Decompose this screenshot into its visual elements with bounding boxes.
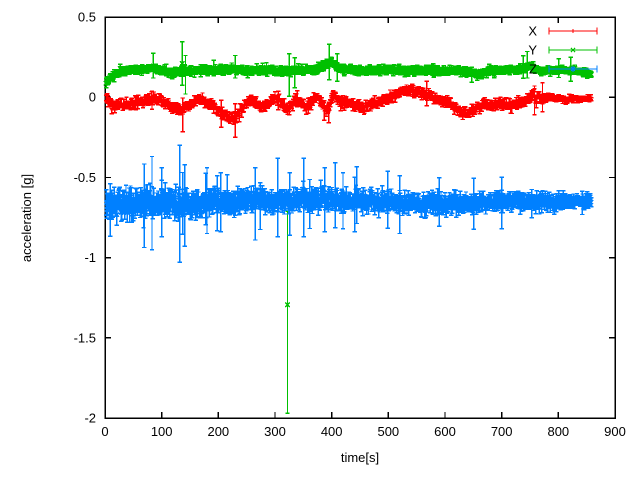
series-Z-markers	[103, 186, 594, 218]
y-tick-label: 0	[89, 90, 96, 105]
x-tick-label: 800	[547, 424, 569, 439]
legend-marker-Y	[570, 47, 576, 53]
y-axis-ticks: 0.5 0 -0.5 -1 -1.5 -2	[74, 10, 615, 426]
legend: XYZ	[528, 24, 598, 77]
x-tick-label: 400	[321, 424, 343, 439]
legend-label-X: X	[528, 24, 537, 39]
x-tick-label: 200	[207, 424, 229, 439]
legend-entry-Z: Z	[529, 62, 598, 77]
y-tick-label: -1	[84, 250, 96, 265]
x-axis-ticks: 0 100 200 300 400 500 600 700 800 900	[101, 17, 626, 439]
legend-entry-X: X	[528, 24, 598, 39]
series-X-markers	[105, 85, 592, 123]
y-tick-label: -0.5	[74, 170, 96, 185]
series-Y-markers	[103, 58, 594, 308]
y-tick-label: -2	[84, 411, 96, 426]
x-tick-label: 0	[101, 424, 108, 439]
x-tick-label: 900	[604, 424, 626, 439]
legend-entry-Y: Y	[528, 43, 598, 58]
legend-marker-Z	[570, 66, 576, 72]
x-tick-label: 700	[491, 424, 513, 439]
series-Z	[103, 144, 594, 264]
legend-label-Z: Z	[529, 62, 537, 77]
x-tick-label: 500	[377, 424, 399, 439]
series-Y	[103, 41, 594, 414]
x-tick-label: 600	[434, 424, 456, 439]
plot-border	[104, 16, 616, 419]
legend-label-Y: Y	[528, 43, 537, 58]
y-tick-label: -1.5	[74, 330, 96, 345]
x-tick-label: 100	[151, 424, 173, 439]
y-tick-label: 0.5	[78, 10, 96, 25]
x-tick-label: 300	[264, 424, 286, 439]
x-axis-title: time[s]	[341, 450, 379, 465]
plot-area: 0 100 200 300 400 500 600 700 800 900 0.5 0 -0.5 -1 -1…	[74, 10, 626, 440]
y-axis-title: acceleration [g]	[19, 174, 34, 262]
series-X	[103, 80, 594, 138]
